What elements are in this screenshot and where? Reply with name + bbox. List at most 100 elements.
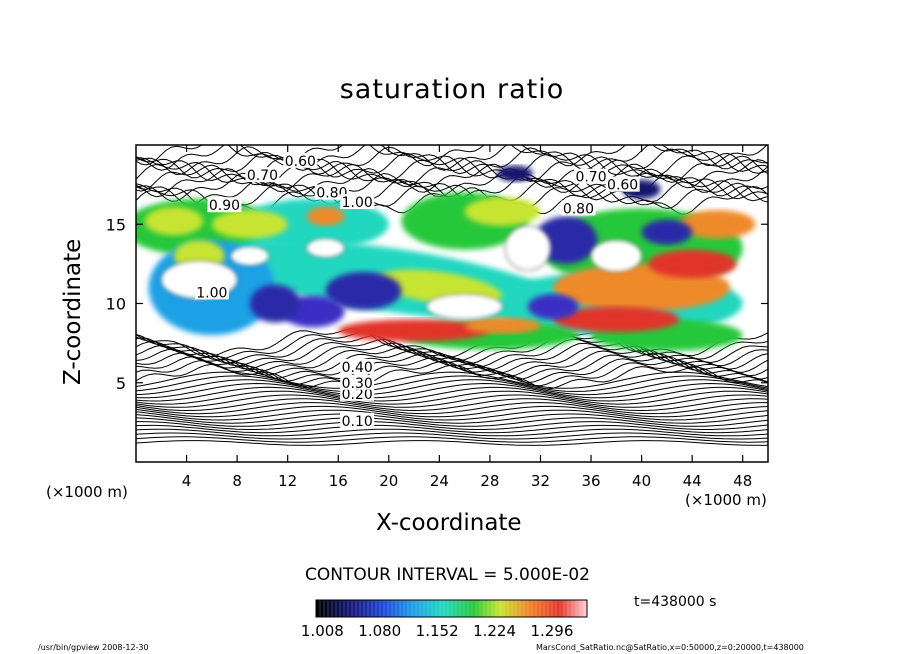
shaded-region bbox=[647, 249, 737, 279]
contour-label: 1.00 bbox=[196, 285, 227, 301]
contour-label-bg bbox=[340, 374, 375, 390]
colorbar-tick-label: 1.080 bbox=[358, 622, 401, 640]
contour-line bbox=[136, 398, 768, 412]
contour-line bbox=[136, 394, 768, 408]
contour-line bbox=[136, 386, 768, 402]
shaded-region bbox=[306, 206, 345, 226]
contour-line bbox=[136, 375, 768, 393]
y-tick-label: 15 bbox=[106, 215, 126, 234]
contour-line bbox=[136, 421, 768, 430]
contour-line bbox=[136, 413, 768, 424]
shaded-region bbox=[237, 198, 389, 250]
colorbar-tick-label: 1.296 bbox=[530, 622, 573, 640]
x-tick-label: 44 bbox=[683, 472, 702, 490]
contour-label-bg bbox=[245, 167, 280, 183]
shaded-region bbox=[527, 293, 579, 320]
shaded-region bbox=[464, 197, 541, 226]
contour-label: 0.70 bbox=[575, 170, 606, 186]
y-axis-label: Z-coordinate bbox=[60, 238, 86, 385]
contour-label: 0.30 bbox=[342, 376, 373, 392]
shaded-region bbox=[144, 206, 203, 236]
colorbar bbox=[315, 599, 588, 618]
shaded-region bbox=[325, 271, 402, 310]
contour-line bbox=[136, 333, 768, 365]
contour-line bbox=[136, 417, 768, 427]
contour-line bbox=[136, 424, 768, 434]
contour-line bbox=[136, 382, 768, 399]
contour-line bbox=[136, 146, 768, 176]
contour-line bbox=[136, 436, 768, 443]
y-tick-label: 5 bbox=[116, 374, 126, 393]
colorbar-tick-label: 1.224 bbox=[473, 622, 516, 640]
x-tick-label: 24 bbox=[430, 472, 449, 490]
contour-label: 0.60 bbox=[607, 178, 638, 194]
contour-line bbox=[136, 390, 768, 405]
x-tick-label: 32 bbox=[531, 472, 550, 490]
x-axis-label: X-coordinate bbox=[376, 510, 522, 536]
x-tick-label: 48 bbox=[733, 472, 752, 490]
unsaturated-hole bbox=[306, 238, 346, 259]
colorbar-tick-label: 1.152 bbox=[416, 622, 459, 640]
unsaturated-hole bbox=[590, 239, 643, 273]
contour-label-bg bbox=[574, 168, 609, 184]
contour-line bbox=[136, 440, 768, 446]
x-tick-label: 16 bbox=[329, 472, 348, 490]
contour-label-bg bbox=[340, 358, 375, 374]
shaded-region bbox=[249, 284, 301, 323]
contour-line bbox=[136, 402, 768, 415]
x-tick-label: 40 bbox=[632, 472, 651, 490]
unsaturated-hole bbox=[426, 293, 504, 320]
contour-line bbox=[136, 178, 768, 206]
contour-label: 0.10 bbox=[342, 414, 373, 430]
contour-label: 0.80 bbox=[316, 186, 347, 202]
colorbar-tick-label: 1.008 bbox=[301, 622, 344, 640]
contour-line bbox=[136, 344, 768, 374]
shaded-region bbox=[211, 209, 288, 239]
contour-line bbox=[136, 152, 768, 179]
contour-label: 0.60 bbox=[285, 154, 316, 170]
x-tick-label: 20 bbox=[379, 472, 398, 490]
unsaturated-hole bbox=[230, 245, 270, 266]
contour-label-bg bbox=[561, 200, 596, 216]
contour-label: 0.70 bbox=[247, 168, 278, 184]
contour-label: 1.00 bbox=[342, 195, 373, 211]
x-tick-label: 8 bbox=[232, 472, 242, 490]
contour-label-bg bbox=[605, 176, 640, 192]
contour-line bbox=[136, 371, 768, 389]
contour-line bbox=[136, 409, 768, 421]
contour-interval-label: CONTOUR INTERVAL = 5.000E-02 bbox=[305, 565, 590, 585]
shaded-region bbox=[679, 209, 756, 239]
contour-label-bg bbox=[340, 194, 375, 210]
contour-line bbox=[136, 155, 768, 183]
shaded-region bbox=[553, 306, 680, 333]
contour-label-bg bbox=[283, 152, 318, 168]
contour-line bbox=[136, 330, 768, 362]
contour-label-bg bbox=[194, 284, 229, 300]
y-tick-label: 10 bbox=[106, 295, 126, 314]
contour-label: 0.20 bbox=[342, 387, 373, 403]
contour-label: 0.90 bbox=[209, 198, 240, 214]
contour-line bbox=[136, 348, 768, 377]
time-label: t=438000 s bbox=[634, 594, 717, 610]
shaded-region bbox=[641, 219, 693, 245]
contour-line bbox=[136, 432, 768, 440]
footer-source: MarsCond_SatRatio.nc@SatRatio,x=0:50000,… bbox=[536, 643, 804, 652]
contour-line bbox=[136, 379, 768, 396]
contour-label: 0.40 bbox=[342, 360, 373, 376]
x-tick-label: 12 bbox=[278, 472, 297, 490]
contour-line bbox=[136, 405, 768, 418]
footer-command: /usr/bin/gpview 2008-12-30 bbox=[38, 643, 149, 652]
contour-label-bg bbox=[207, 197, 242, 213]
x-tick-label: 4 bbox=[182, 472, 192, 490]
contour-line bbox=[136, 352, 768, 380]
x-tick-label: 36 bbox=[581, 472, 600, 490]
unsaturated-hole bbox=[504, 225, 552, 271]
contour-line bbox=[136, 360, 768, 387]
shaded-region bbox=[464, 317, 541, 334]
x-unit-label-right: (×1000 m) bbox=[685, 491, 767, 509]
x-tick-label: 28 bbox=[480, 472, 499, 490]
x-unit-label-left: (×1000 m) bbox=[46, 483, 128, 501]
contour-line bbox=[136, 145, 768, 167]
contour-label-bg bbox=[340, 412, 375, 428]
